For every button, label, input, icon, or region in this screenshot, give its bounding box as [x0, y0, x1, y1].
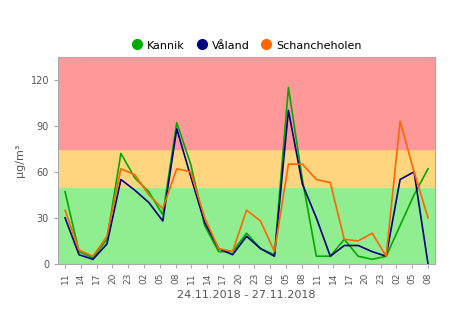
- Kannik: [369, 257, 375, 261]
- Kannik: [188, 162, 194, 166]
- Schancheholen: [425, 216, 431, 220]
- Schancheholen: [230, 250, 235, 254]
- Kannik: [174, 121, 180, 125]
- Kannik: [104, 238, 110, 241]
- Kannik: [328, 254, 333, 258]
- Schancheholen: [188, 170, 194, 174]
- Våland: [244, 234, 249, 238]
- Schancheholen: [328, 181, 333, 185]
- Kannik: [160, 213, 166, 217]
- Våland: [314, 216, 319, 220]
- Våland: [425, 262, 431, 266]
- Kannik: [76, 250, 82, 254]
- Våland: [188, 175, 194, 178]
- Schancheholen: [63, 208, 68, 212]
- Kannik: [132, 176, 138, 180]
- Kannik: [258, 247, 263, 250]
- Våland: [63, 216, 68, 220]
- Våland: [272, 254, 277, 258]
- Våland: [230, 253, 235, 257]
- Våland: [90, 257, 96, 261]
- Våland: [356, 243, 361, 247]
- Schancheholen: [383, 254, 389, 258]
- Våland: [132, 188, 138, 192]
- Schancheholen: [272, 250, 277, 254]
- Kannik: [202, 224, 207, 227]
- Schancheholen: [104, 234, 110, 238]
- Kannik: [383, 254, 389, 258]
- Schancheholen: [76, 248, 82, 252]
- Line: Kannik: Kannik: [65, 88, 428, 259]
- Schancheholen: [118, 167, 124, 171]
- Line: Våland: Våland: [65, 111, 428, 264]
- Schancheholen: [342, 238, 347, 241]
- Kannik: [300, 178, 305, 181]
- Schancheholen: [244, 208, 249, 212]
- X-axis label: 24.11.2018 - 27.11.2018: 24.11.2018 - 27.11.2018: [177, 290, 316, 300]
- Schancheholen: [286, 162, 291, 166]
- Våland: [300, 182, 305, 186]
- Schancheholen: [90, 254, 96, 258]
- Schancheholen: [356, 239, 361, 243]
- Våland: [411, 170, 417, 174]
- Våland: [286, 109, 291, 112]
- Schancheholen: [202, 216, 207, 220]
- Bar: [58, 149, 435, 187]
- Schancheholen: [132, 173, 138, 177]
- Kannik: [342, 238, 347, 241]
- Kannik: [425, 167, 431, 171]
- Y-axis label: μg/m³: μg/m³: [15, 144, 25, 177]
- Schancheholen: [397, 119, 403, 123]
- Våland: [383, 254, 389, 258]
- Våland: [397, 178, 403, 181]
- Våland: [118, 178, 124, 181]
- Bar: [58, 57, 435, 149]
- Schancheholen: [258, 219, 263, 223]
- Kannik: [411, 193, 417, 197]
- Kannik: [230, 250, 235, 254]
- Kannik: [63, 190, 68, 194]
- Schancheholen: [300, 162, 305, 166]
- Våland: [202, 220, 207, 224]
- Våland: [258, 247, 263, 250]
- Schancheholen: [369, 231, 375, 235]
- Schancheholen: [174, 167, 180, 171]
- Schancheholen: [314, 178, 319, 181]
- Schancheholen: [146, 193, 152, 197]
- Kannik: [272, 253, 277, 257]
- Våland: [76, 253, 82, 257]
- Schancheholen: [216, 247, 221, 250]
- Våland: [216, 247, 221, 250]
- Kannik: [90, 256, 96, 260]
- Schancheholen: [160, 207, 166, 210]
- Våland: [328, 254, 333, 258]
- Våland: [104, 242, 110, 246]
- Våland: [174, 127, 180, 131]
- Våland: [160, 219, 166, 223]
- Bar: [58, 187, 435, 264]
- Kannik: [286, 86, 291, 89]
- Kannik: [314, 254, 319, 258]
- Legend: Kannik, Våland, Schancheholen: Kannik, Våland, Schancheholen: [127, 35, 366, 55]
- Våland: [342, 243, 347, 247]
- Kannik: [356, 254, 361, 258]
- Schancheholen: [411, 170, 417, 174]
- Våland: [146, 201, 152, 204]
- Kannik: [216, 250, 221, 254]
- Kannik: [146, 190, 152, 194]
- Kannik: [397, 224, 403, 227]
- Våland: [369, 250, 375, 254]
- Line: Schancheholen: Schancheholen: [65, 121, 428, 256]
- Kannik: [244, 231, 249, 235]
- Kannik: [118, 152, 124, 155]
